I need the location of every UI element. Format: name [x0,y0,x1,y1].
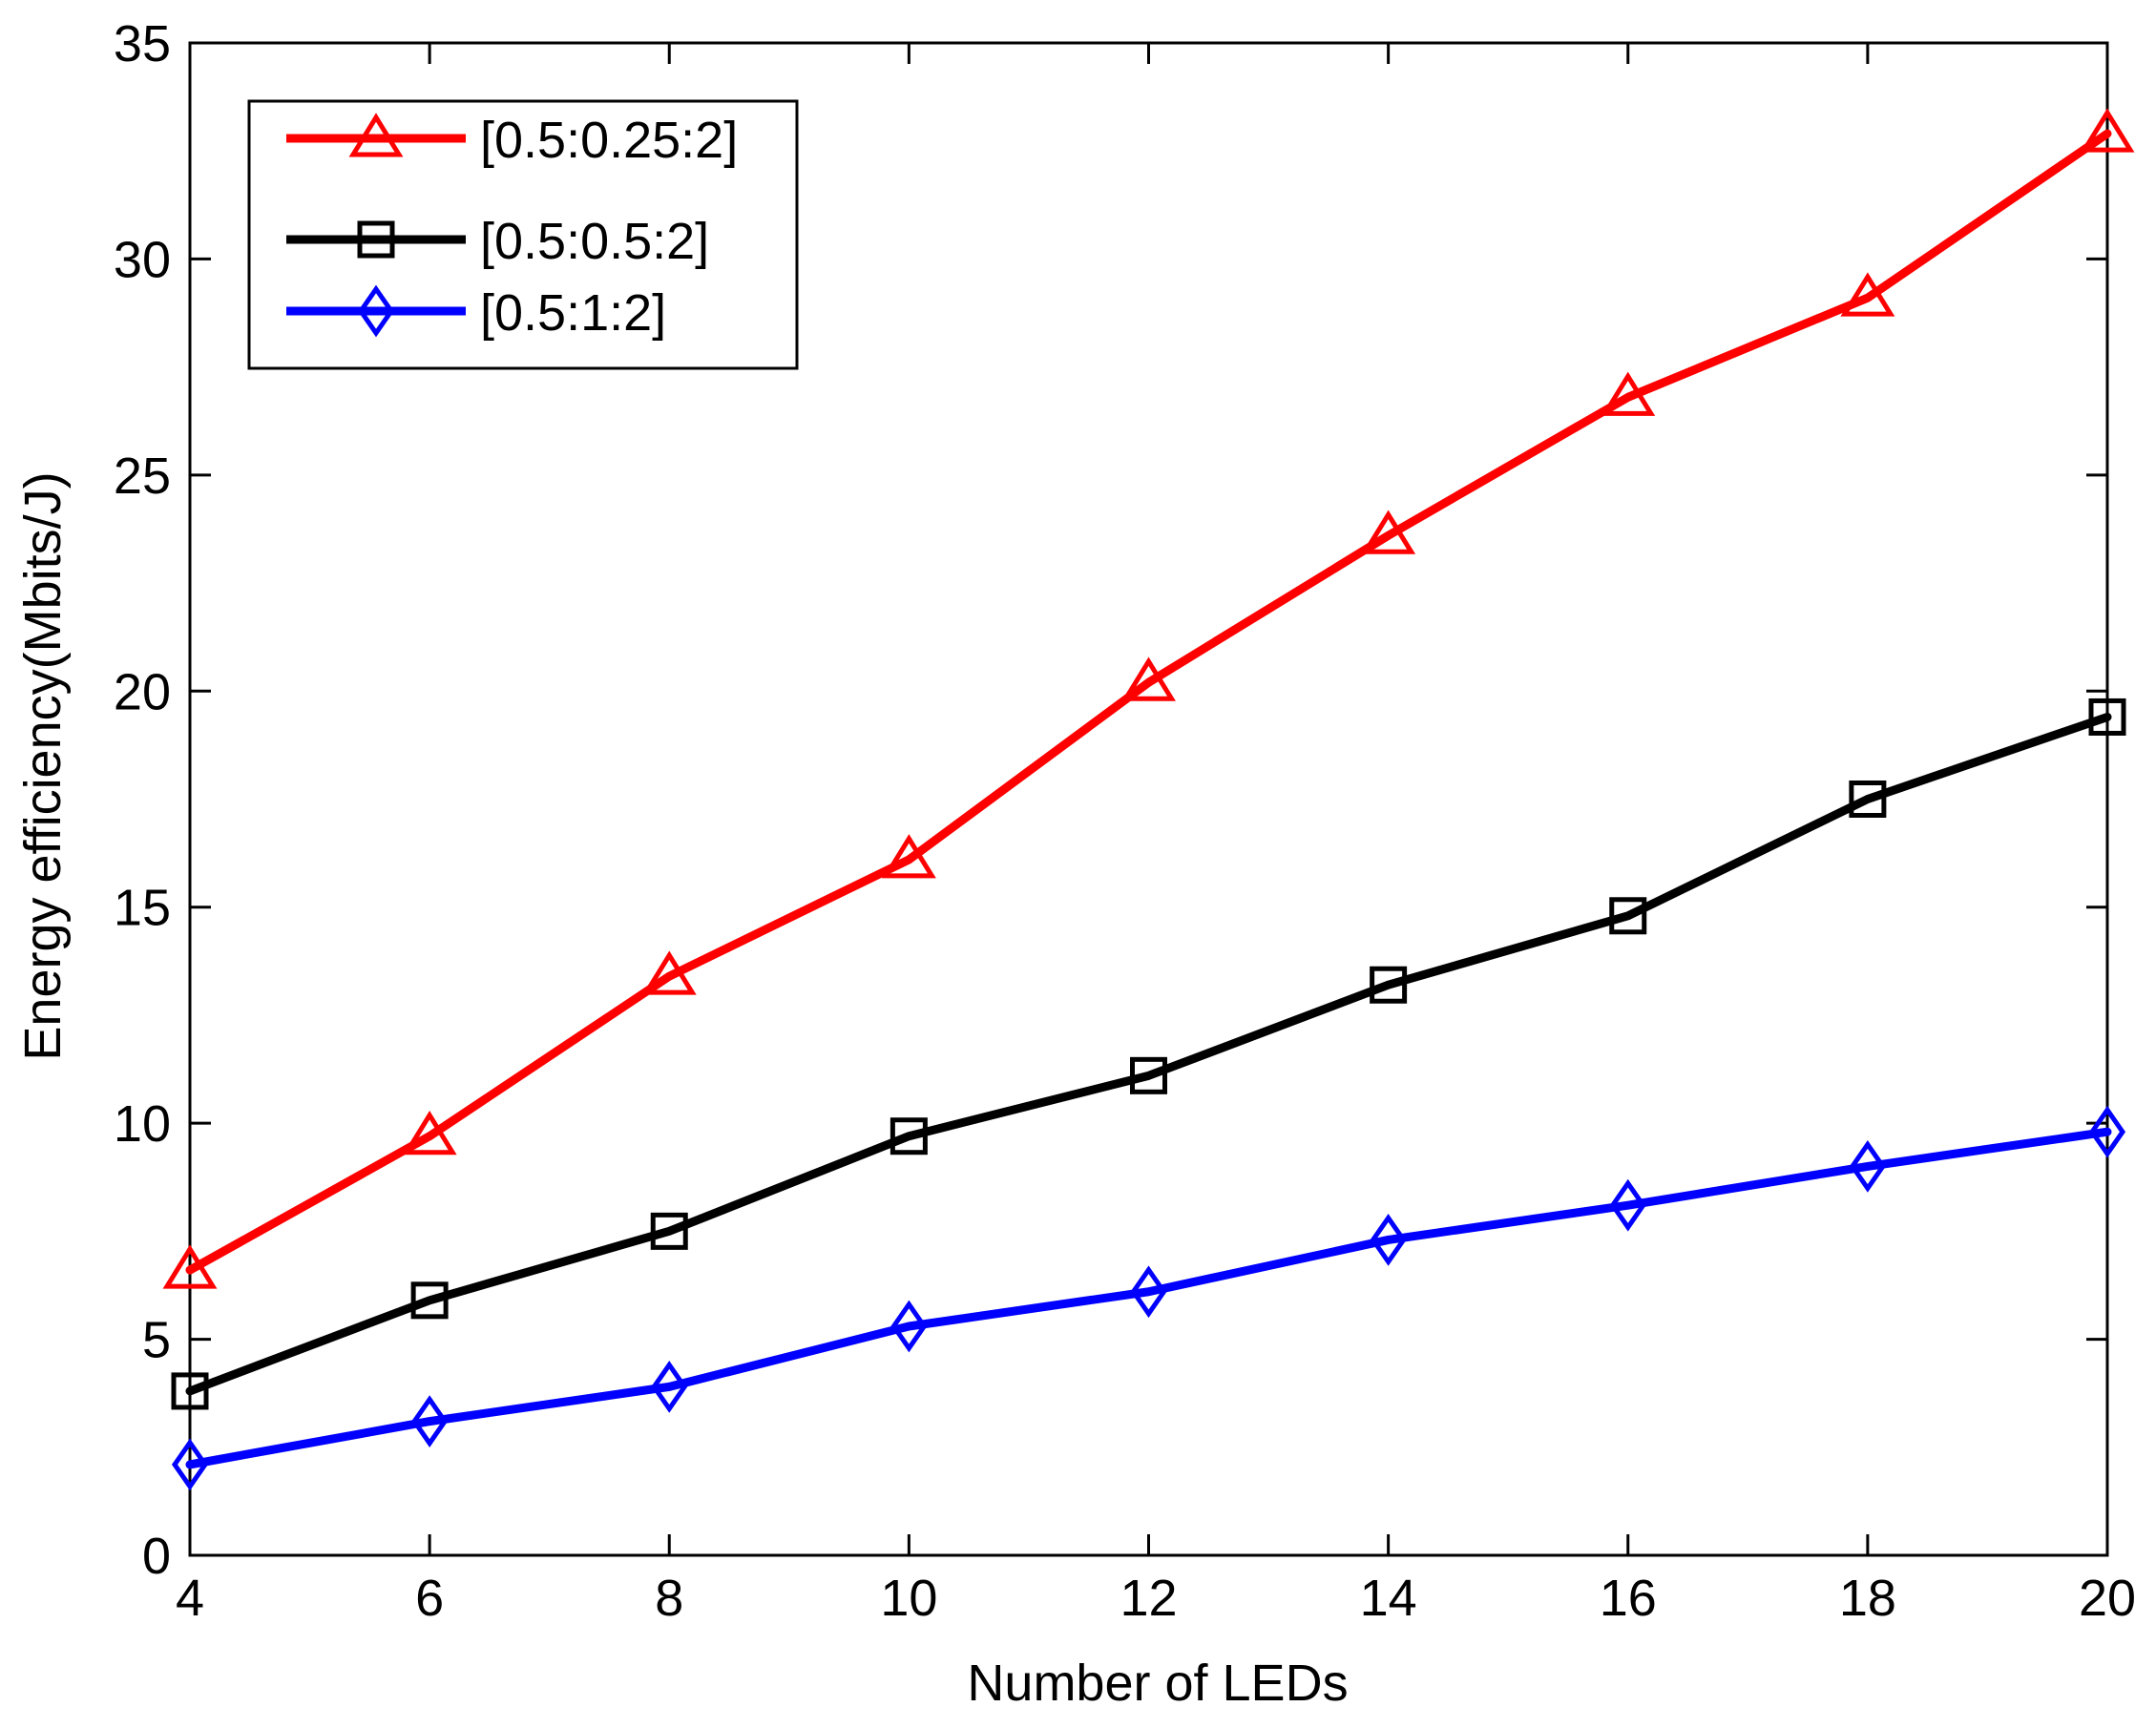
legend: [0.5:0.25:2] [0.5:0.5:2] [0.5:1:2] [247,99,799,370]
legend-entry: [0.5:0.5:2] [286,213,709,270]
data-point-diamond [890,1300,928,1353]
series-triangle [162,108,2135,1289]
data-point-square [171,1372,209,1410]
data-point-triangle [402,1110,457,1155]
x-tick-label: 14 [1360,1570,1417,1627]
ticks: 4 6 8 10 12 14 16 18 20 0 5 10 15 20 25 30 35 [114,15,2136,1627]
y-tick-label: 15 [114,880,171,937]
legend-marker-diamond [357,284,395,338]
data-point-diamond [1370,1214,1407,1266]
legend-label: [0.5:1:2] [480,284,666,342]
data-point-diamond [1849,1140,1886,1193]
y-tick-label: 0 [142,1528,171,1585]
legend-box [247,99,799,370]
series-square [171,697,2126,1410]
legend-entry: [0.5:1:2] [286,284,666,342]
series-line [185,1127,2112,1469]
data-point-square [650,1212,688,1250]
series-group [162,108,2135,1491]
data-point-square [2088,697,2126,736]
x-tick-label: 6 [415,1570,444,1627]
series-diamond [171,1105,2126,1491]
legend-entry: [0.5:0.25:2] [286,112,738,169]
data-point-triangle [2080,108,2135,153]
data-point-diamond [1130,1265,1167,1319]
data-point-triangle [641,950,697,995]
y-axis-title: Energy efficiency(Mbits/J) [14,471,72,1060]
y-tick-label: 5 [142,1312,171,1369]
data-point-square [890,1117,928,1155]
x-tick-label: 8 [655,1570,683,1627]
y-tick-label: 20 [114,663,171,720]
x-tick-label: 20 [2079,1570,2136,1627]
legend-marker-square [357,220,395,259]
data-point-diamond [411,1395,449,1447]
data-point-triangle [162,1244,218,1289]
y-tick-label: 10 [114,1095,171,1153]
series-line [185,712,2112,1396]
data-point-triangle [1601,371,1656,416]
x-tick-label: 12 [1120,1570,1177,1627]
data-point-square [1849,781,1887,818]
data-point-diamond [171,1438,209,1491]
data-point-triangle [1361,510,1416,554]
x-tick-label: 18 [1839,1570,1896,1627]
data-point-diamond [651,1361,688,1413]
data-point-triangle [1121,656,1176,701]
data-point-square [1370,966,1408,1004]
data-point-square [410,1281,449,1320]
legend-label: [0.5:0.5:2] [480,213,709,270]
data-point-diamond [1609,1178,1646,1232]
x-tick-label: 10 [880,1570,937,1627]
data-point-triangle [1840,272,1895,317]
series-line [185,129,2112,1275]
y-tick-label: 35 [114,15,171,73]
y-tick-label: 25 [114,448,171,505]
legend-marker-triangle [348,113,404,157]
x-tick-label: 16 [1600,1570,1657,1627]
data-point-diamond [2088,1105,2126,1158]
y-tick-label: 30 [114,231,171,288]
x-tick-label: 4 [176,1570,204,1627]
data-point-square [1130,1056,1167,1094]
data-point-triangle [881,834,936,879]
data-point-square [1609,897,1647,935]
legend-label: [0.5:0.25:2] [480,112,738,169]
x-axis-title: Number of LEDs [967,1655,1348,1712]
